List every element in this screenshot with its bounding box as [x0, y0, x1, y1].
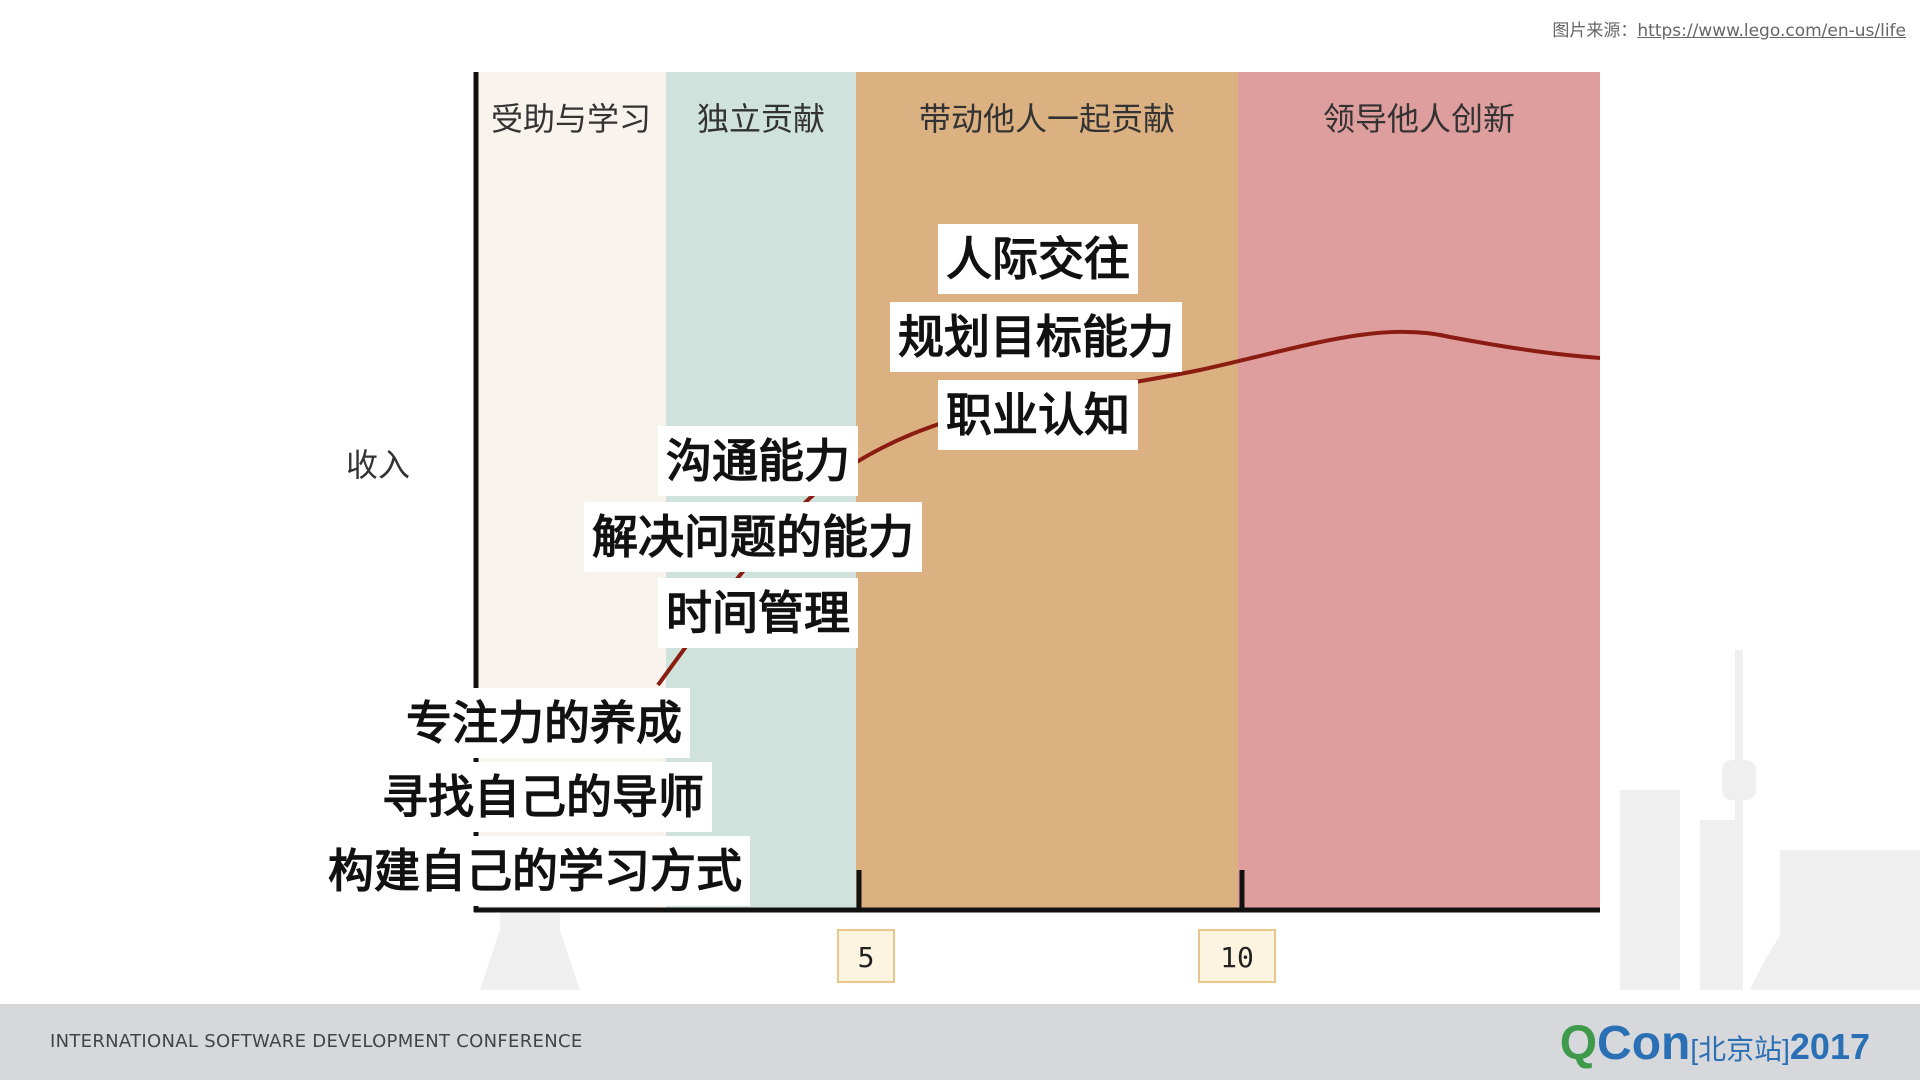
logo-city: [北京站] [1690, 1034, 1790, 1065]
skill-tag-goal-planning: 规划目标能力 [890, 302, 1182, 372]
skill-tag-communication: 沟通能力 [658, 426, 858, 496]
skyline-watermark [480, 650, 1920, 990]
stage-label-2: 独立贡献 [697, 100, 825, 138]
skill-tag-mentor: 寻找自己的导师 [374, 762, 712, 832]
stage-label-4: 领导他人创新 [1323, 100, 1515, 138]
qcon-logo: QCon[北京站]2017 [1560, 1016, 1870, 1071]
stage-label-1: 受助与学习 [491, 100, 651, 138]
y-axis-label: 收入 [346, 446, 410, 484]
conference-name: INTERNATIONAL SOFTWARE DEVELOPMENT CONFE… [50, 1031, 583, 1052]
stage-label-3: 带动他人一起贡献 [919, 100, 1175, 138]
logo-year: 2017 [1789, 1026, 1870, 1067]
skill-tag-learning-style: 构建自己的学习方式 [320, 836, 750, 906]
x-tick-label-5: 5 [858, 941, 875, 974]
skill-tag-career-awareness: 职业认知 [938, 380, 1138, 450]
tick-box-10 [1198, 929, 1276, 983]
skill-tag-time-management: 时间管理 [658, 578, 858, 648]
skill-tag-interpersonal: 人际交往 [938, 224, 1138, 294]
skill-tag-problem-solving: 解决问题的能力 [584, 502, 922, 572]
x-tick-label-10: 10 [1220, 941, 1254, 974]
stage-band-4 [1238, 72, 1600, 910]
logo-q: Q [1559, 1017, 1598, 1070]
career-chart: 受助与学习 独立贡献 带动他人一起贡献 领导他人创新 5 10 收入 [346, 72, 1920, 990]
stage-band-3 [856, 72, 1238, 910]
footer-bar: INTERNATIONAL SOFTWARE DEVELOPMENT CONFE… [0, 1004, 1920, 1080]
tick-box-5 [837, 929, 895, 983]
skill-tag-focus: 专注力的养成 [398, 688, 690, 758]
source-link[interactable]: https://www.lego.com/en-us/life [1637, 21, 1906, 41]
logo-con: Con [1597, 1017, 1691, 1070]
image-source-note: 图片来源：https://www.lego.com/en-us/life [1552, 16, 1906, 41]
source-prefix: 图片来源： [1552, 21, 1638, 41]
